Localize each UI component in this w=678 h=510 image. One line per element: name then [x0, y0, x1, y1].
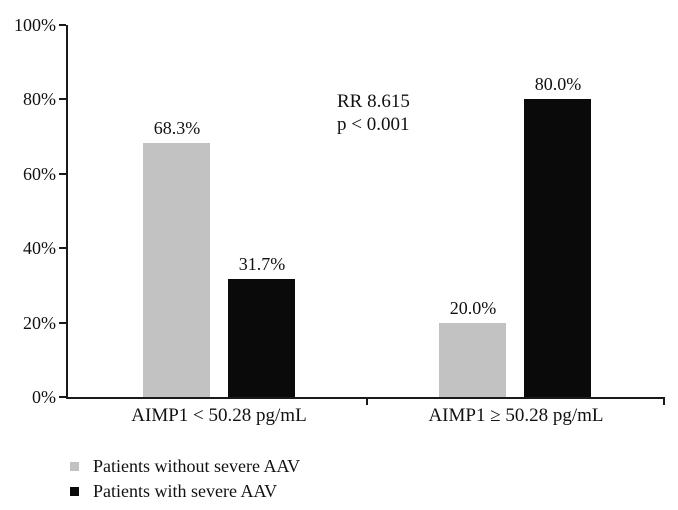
x-axis-end-tick: [663, 399, 665, 405]
y-axis-tick: [59, 172, 66, 175]
bar-value-label: 20.0%: [449, 298, 497, 318]
bar-value-label: 31.7%: [238, 254, 286, 274]
legend-item-with-severe-aav: Patients with severe AAV: [70, 479, 300, 504]
bar-value-label: 68.3%: [153, 118, 201, 138]
plot-area: 0% 20% 40% 60% 80% 100% 68.3% 31.7% 20.0% 80.0%: [14, 15, 665, 407]
category-label-group2: AIMP1 ≥ 50.28 pg/mL: [428, 405, 604, 426]
y-axis-tick-label: 0%: [32, 387, 56, 407]
bar-value-label: 80.0%: [534, 74, 582, 94]
relative-risk-text: RR 8.615: [337, 91, 410, 112]
legend-label: Patients with severe AAV: [93, 481, 278, 501]
black-swatch-icon: [70, 487, 79, 496]
y-axis-tick: [59, 24, 66, 26]
bar-with-severe-aav-group2: [524, 99, 591, 397]
y-axis-tick-label: 80%: [23, 89, 56, 110]
y-axis-tick-label: 60%: [23, 163, 56, 184]
y-axis-tick: [59, 396, 66, 398]
gray-swatch-icon: [70, 462, 79, 471]
y-axis-tick-label: 40%: [23, 238, 56, 259]
y-axis-tick: [59, 247, 66, 250]
y-axis-tick: [59, 98, 66, 101]
x-axis-group-separator-tick: [366, 399, 368, 405]
p-value-text: p < 0.001: [337, 114, 410, 135]
stats-annotation: RR 8.615 p < 0.001: [337, 90, 410, 136]
bar-without-severe-aav-group2: [439, 323, 506, 397]
y-axis-tick-label: 20%: [23, 312, 56, 333]
bar-without-severe-aav-group1: [143, 143, 210, 397]
y-axis-tick: [59, 321, 66, 324]
legend: Patients without severe AAV Patients wit…: [70, 454, 300, 504]
legend-item-without-severe-aav: Patients without severe AAV: [70, 454, 300, 479]
category-label-group1: AIMP1 < 50.28 pg/mL: [131, 405, 307, 426]
y-axis-tick-label: 100%: [14, 15, 56, 35]
bar-with-severe-aav-group1: [228, 279, 295, 397]
legend-label: Patients without severe AAV: [93, 456, 301, 476]
